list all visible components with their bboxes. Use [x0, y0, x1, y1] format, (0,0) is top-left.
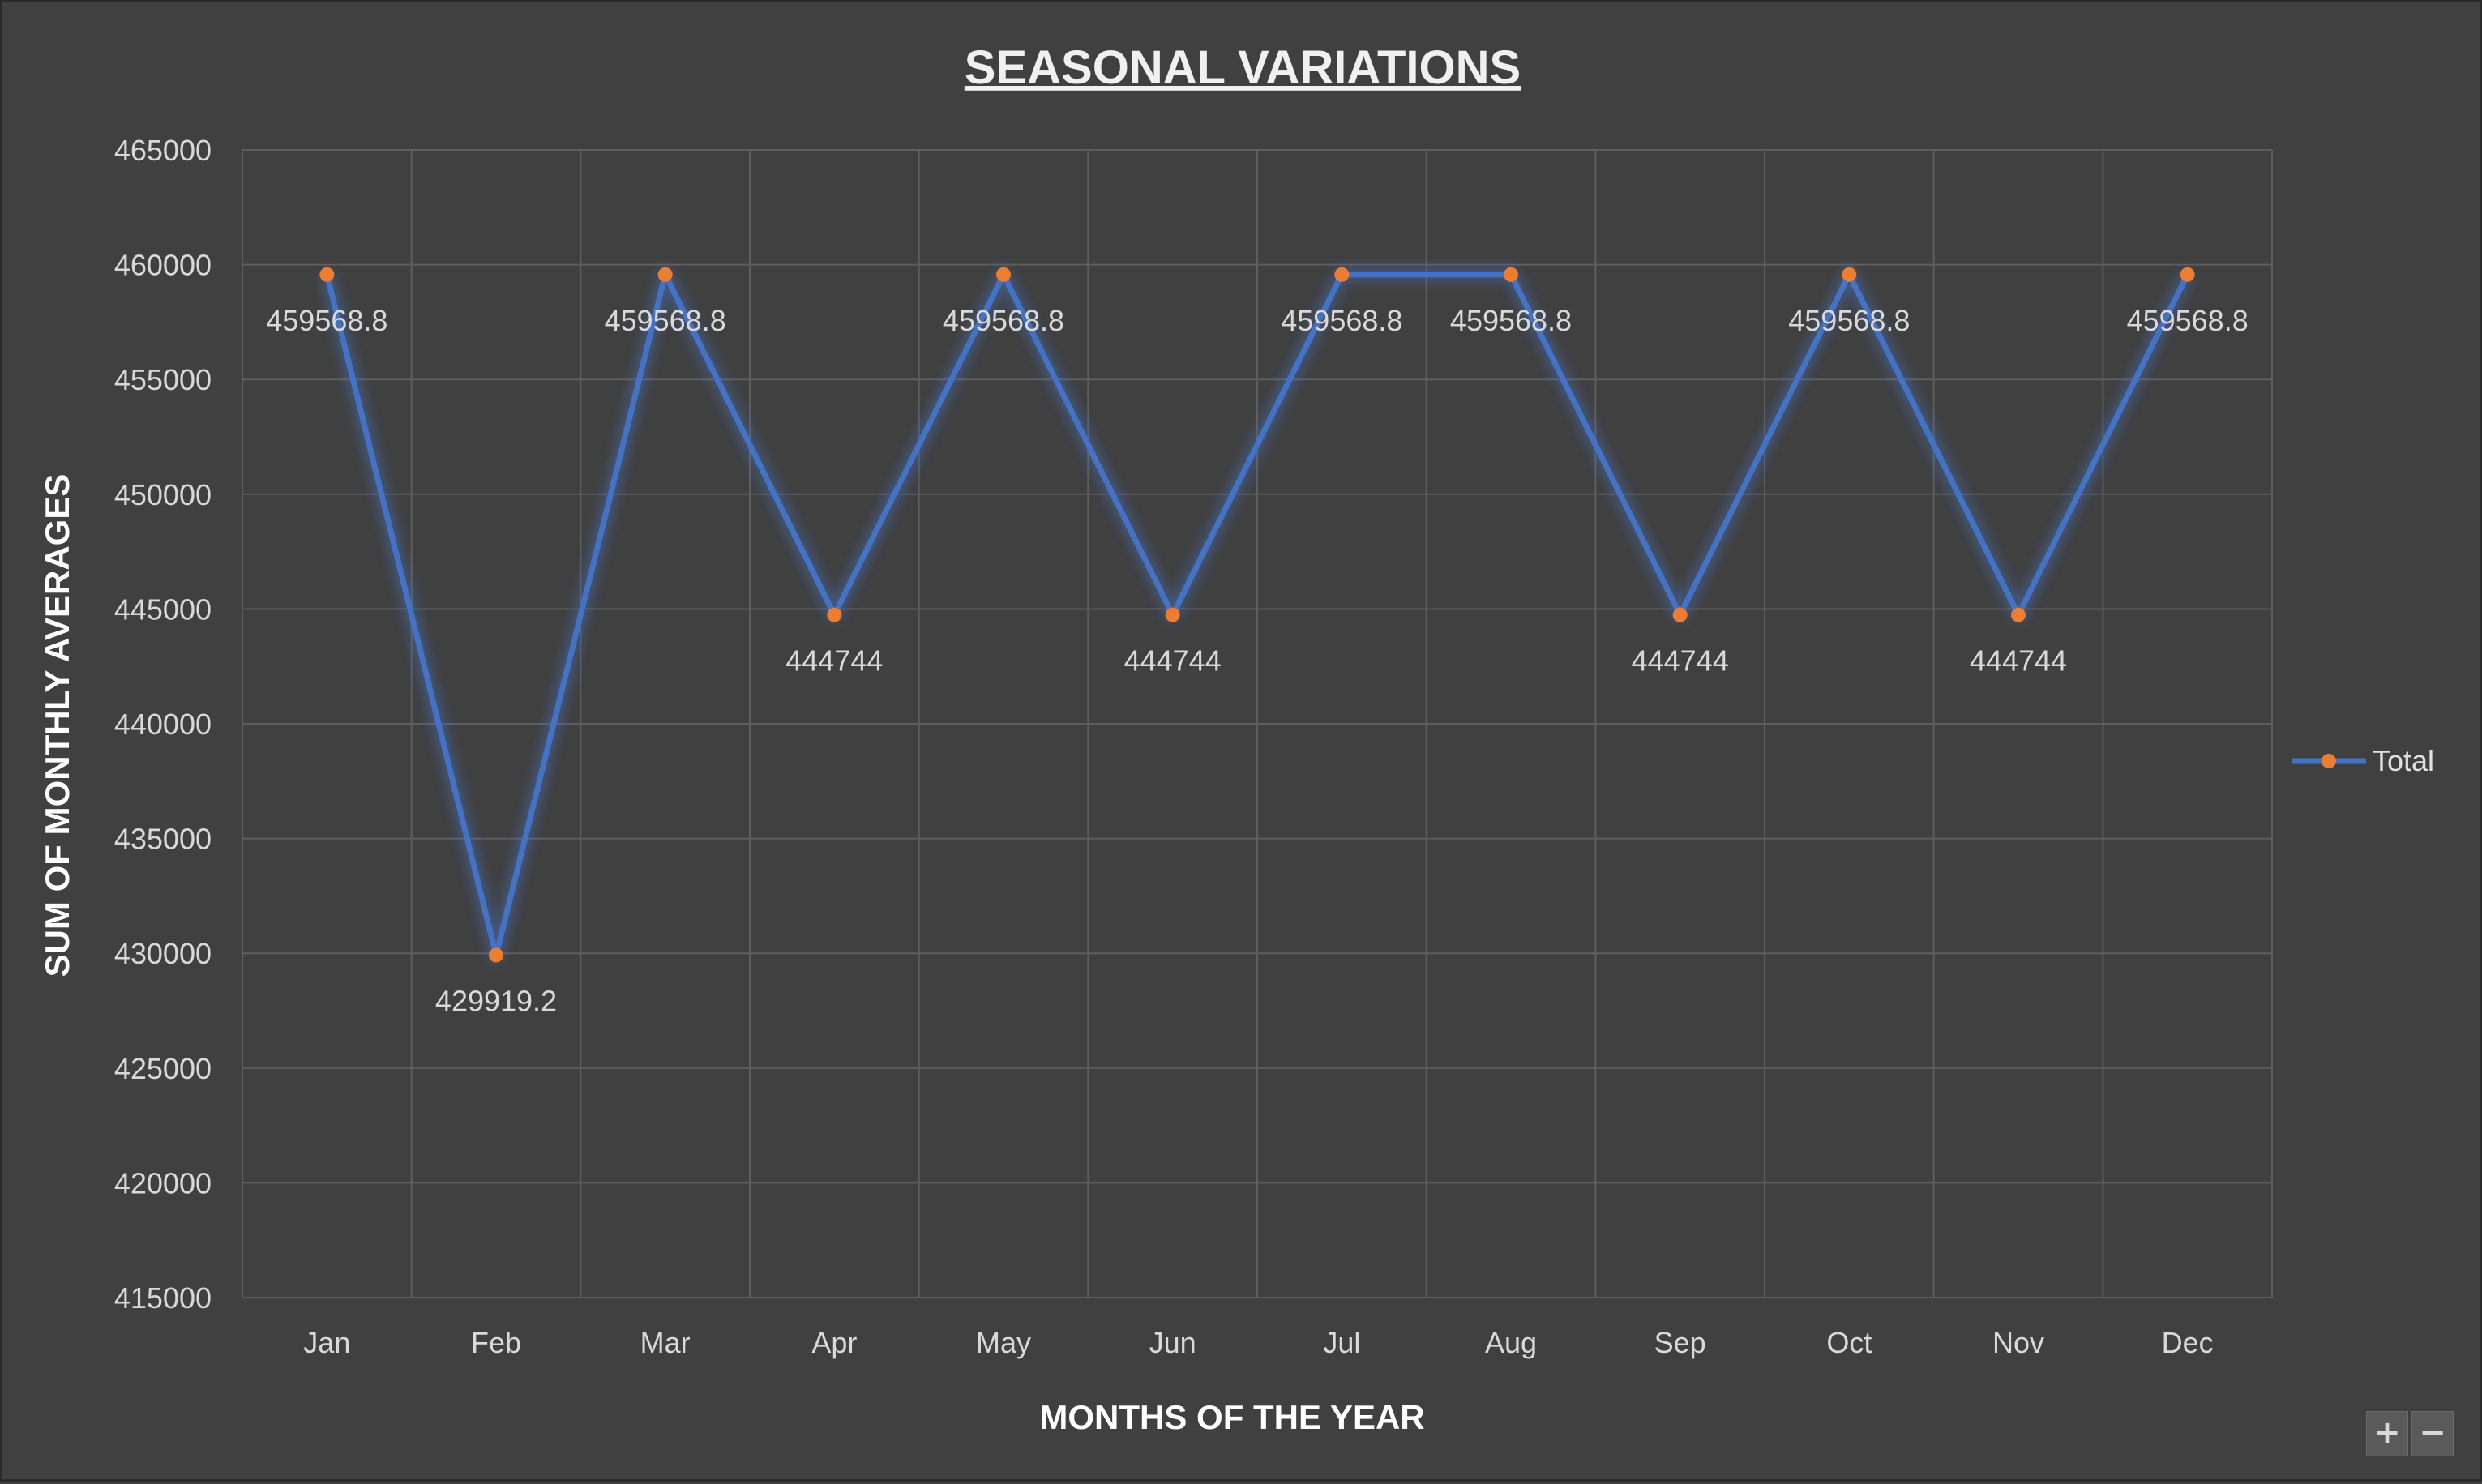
y-tick-label: 430000	[114, 937, 212, 970]
data-label: 459568.8	[605, 304, 726, 337]
zoom-in-button[interactable]: +	[2366, 1411, 2408, 1456]
legend-label-total: Total	[2373, 744, 2434, 777]
x-tick-label: Jun	[1149, 1326, 1196, 1359]
data-label: 429919.2	[435, 984, 557, 1017]
x-tick-label: Feb	[471, 1326, 521, 1359]
data-label: 459568.8	[1450, 304, 1572, 337]
data-point	[827, 607, 842, 622]
y-tick-label: 450000	[114, 478, 212, 511]
x-tick-label: May	[976, 1326, 1031, 1359]
y-tick-label: 465000	[114, 134, 212, 167]
data-label: 459568.8	[943, 304, 1064, 337]
y-tick-label: 455000	[114, 363, 212, 396]
data-point	[2011, 607, 2026, 622]
data-label: 459568.8	[1788, 304, 1910, 337]
data-point	[1504, 267, 1518, 282]
x-tick-label: Nov	[1992, 1326, 2044, 1359]
data-point	[1672, 607, 1688, 622]
x-tick-label: Dec	[2162, 1326, 2214, 1359]
data-label: 444744	[1124, 644, 1222, 678]
chart-title: SEASONAL VARIATIONS	[965, 41, 1521, 94]
x-tick-label: Oct	[1826, 1326, 1872, 1359]
y-tick-label: 445000	[114, 592, 212, 626]
legend-marker-swatch	[2322, 754, 2336, 768]
x-axis-title: MONTHS OF THE YEAR	[1039, 1398, 1424, 1436]
x-tick-label: Jan	[303, 1326, 350, 1359]
data-label: 444744	[1970, 644, 2067, 678]
x-axis-ticks: Jan Feb Mar Apr May Jun Jul Aug Sep Oct Nov Dec	[303, 1326, 2213, 1359]
y-tick-label: 415000	[114, 1281, 212, 1315]
data-label: 459568.8	[2127, 304, 2249, 337]
data-labels: 459568.8 429919.2 459568.8 444744 459568.8 44…	[266, 304, 2248, 1018]
x-tick-label: Mar	[640, 1326, 691, 1359]
zoom-controls: + −	[2366, 1411, 2454, 1456]
data-point	[489, 947, 503, 963]
data-label: 444744	[785, 644, 883, 678]
series-line	[323, 272, 2190, 958]
data-label: 459568.8	[266, 304, 387, 337]
data-point	[319, 267, 335, 282]
y-tick-label: 460000	[114, 249, 212, 282]
y-tick-label: 440000	[114, 708, 212, 741]
data-label: 444744	[1632, 644, 1729, 678]
zoom-out-button[interactable]: −	[2411, 1411, 2454, 1456]
data-point	[2180, 267, 2195, 282]
gridlines	[242, 149, 2273, 1298]
data-point	[657, 267, 673, 282]
data-point	[996, 267, 1011, 282]
y-tick-label: 435000	[114, 823, 212, 856]
data-point	[1334, 267, 1350, 282]
data-label: 459568.8	[1281, 304, 1402, 337]
y-tick-label: 425000	[114, 1052, 212, 1085]
x-tick-label: Jul	[1323, 1326, 1360, 1359]
data-point	[1842, 267, 1857, 282]
y-tick-label: 420000	[114, 1166, 212, 1200]
y-axis-ticks: 415000 420000 425000 430000 435000 440000 4450…	[114, 134, 212, 1315]
x-tick-label: Apr	[811, 1326, 857, 1359]
y-axis-title: SUM OF MONTHLY AVERAGES	[38, 474, 76, 977]
data-point	[1165, 607, 1180, 622]
x-tick-label: Aug	[1485, 1326, 1537, 1359]
legend: Total	[2292, 744, 2434, 777]
x-tick-label: Sep	[1654, 1326, 1706, 1359]
series-total	[319, 267, 2195, 963]
